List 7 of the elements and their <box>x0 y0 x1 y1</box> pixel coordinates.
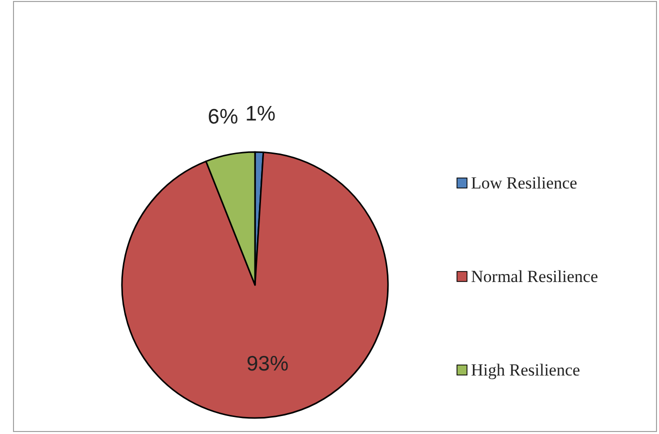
data-label: 6% <box>208 106 238 129</box>
legend-label: High Resilience <box>471 360 580 380</box>
data-label: 93% <box>246 352 288 376</box>
pie-slice <box>121 152 389 419</box>
legend-label: Low Resilience <box>471 174 578 192</box>
data-label: 1% <box>245 102 276 126</box>
legend-label: Normal Resilience <box>471 267 598 286</box>
